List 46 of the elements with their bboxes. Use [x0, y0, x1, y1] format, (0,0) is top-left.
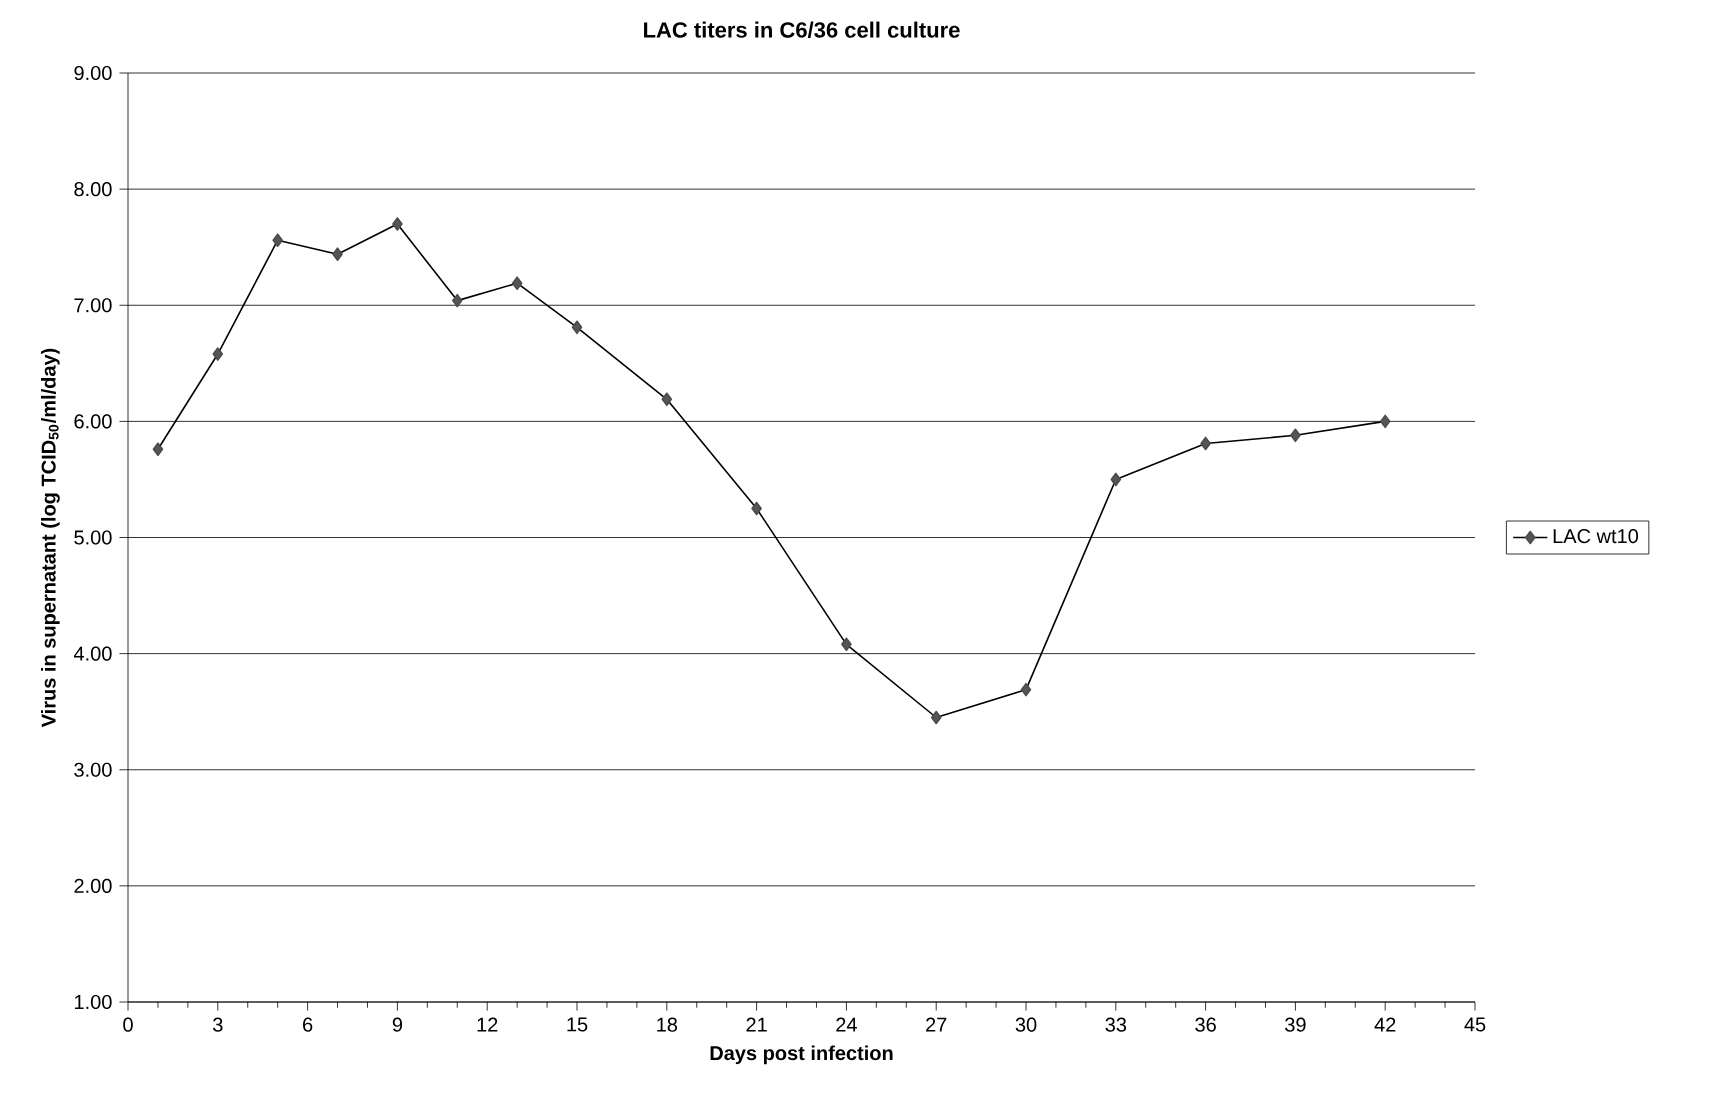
x-tick-label: 15 — [567, 1017, 588, 1032]
point — [392, 217, 403, 231]
x-tick-label: 39 — [1285, 1017, 1306, 1032]
x-tick-label: 42 — [1374, 1017, 1396, 1032]
point — [272, 233, 283, 248]
point — [930, 710, 942, 725]
point — [332, 247, 343, 261]
x-tick-label: 36 — [1195, 1017, 1216, 1032]
point — [212, 347, 224, 361]
point — [661, 392, 673, 407]
y-tick-label: 2.00 — [74, 878, 112, 893]
point — [1020, 682, 1032, 697]
x-tick-label: 18 — [657, 1017, 678, 1032]
y-tick-label: 6.00 — [74, 414, 112, 429]
point — [511, 276, 523, 290]
y-tick-label: 7.00 — [74, 298, 112, 313]
y-tick-label: 5.00 — [74, 530, 112, 545]
y-tick-label: 1.00 — [75, 994, 112, 1010]
y-axis-title: Virus in supernatant (log TCID$_{50}$/ml/day) — [41, 348, 60, 728]
y-tick-label: 4.00 — [73, 646, 112, 661]
x-axis-title: Days post infection — [710, 1045, 893, 1065]
x-tick-label: 0 — [123, 1017, 133, 1032]
x-tick-label: 9 — [392, 1017, 403, 1032]
point — [1110, 472, 1122, 487]
x-tick-label: 24 — [836, 1017, 857, 1032]
point — [841, 637, 852, 652]
y-tick-label: 9.00 — [74, 65, 112, 81]
point — [152, 442, 164, 457]
point — [451, 293, 463, 308]
point — [1290, 428, 1301, 443]
x-tick-label: 33 — [1105, 1017, 1127, 1032]
point — [571, 320, 583, 335]
y-tick-label: 3.00 — [74, 762, 112, 777]
x-tick-label: 27 — [926, 1017, 947, 1032]
x-tick-label: 3 — [213, 1017, 223, 1032]
point — [1379, 414, 1391, 429]
x-tick-label: 21 — [746, 1017, 767, 1032]
legend-label: LAC wt10 — [1553, 529, 1639, 544]
x-tick-label: 45 — [1464, 1017, 1486, 1032]
x-tick-label: 12 — [477, 1017, 498, 1032]
chart-title: LAC titers in C6/36 cell culture — [644, 21, 960, 38]
x-tick-label: 6 — [303, 1017, 313, 1032]
x-tick-label: 30 — [1015, 1017, 1037, 1032]
point — [751, 501, 762, 516]
y-tick-label: 8.00 — [74, 182, 112, 197]
point — [1200, 436, 1211, 451]
